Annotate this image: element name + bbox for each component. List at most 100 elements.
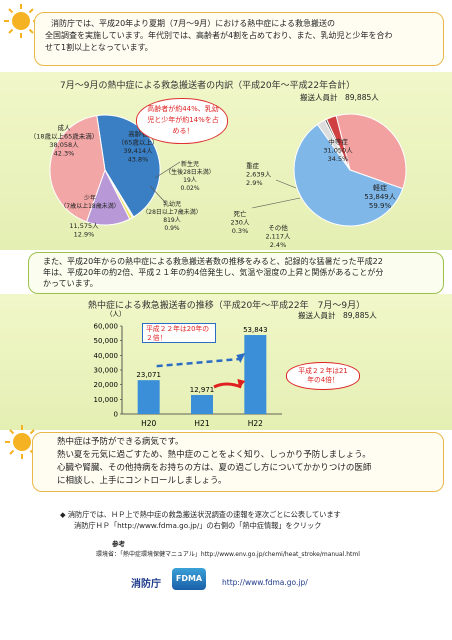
slice-label: 42.3% — [54, 150, 75, 158]
slice-label: 59.9% — [369, 202, 392, 210]
bar-title: 熱中症による救急搬送者の推移（平成20年～平成22年 7月～9月） — [88, 301, 366, 311]
pie-title: 7月～9月の熱中症による救急搬送者の内訳（平成20年～平成22年合計） — [60, 81, 356, 91]
footer-note-1-text: 消防庁では、ＨＰ上で熱中症の救急搬送状況調査の速報を逐次ごとに公表しています — [67, 510, 341, 519]
slice-label: 中等症 — [328, 137, 348, 146]
arrow-head — [236, 353, 246, 364]
y-unit-label: （人） — [106, 310, 126, 318]
pie-slice — [335, 113, 407, 190]
slice-label: （65歳以上） — [118, 138, 159, 147]
x-tick-label: H21 — [194, 419, 209, 428]
leader-line — [154, 161, 181, 179]
slice-label: 0.3% — [232, 227, 249, 235]
slice-label: 2,639人 — [246, 171, 272, 179]
pie-slice — [49, 115, 106, 223]
middle-line1: また、平成20年からの熱中症による救急搬送者数の推移をみると、記録的な猛暑だった… — [43, 257, 383, 266]
slice-label: 38,058人 — [49, 141, 79, 149]
pie-slice — [96, 114, 161, 218]
leader-line — [251, 197, 301, 209]
slice-label: 死亡 — [234, 209, 248, 218]
ref-line: 環境省：「熱中症環境保健マニュアル」http://www.env.go.jp/c… — [96, 551, 360, 558]
slice-label: 少年 — [84, 194, 96, 202]
slice-label: 0.9% — [164, 225, 180, 232]
arrow-head — [237, 379, 246, 389]
y-tick-label: 50,000 — [94, 337, 119, 345]
age-callout: 高齢者が約44%、乳幼児と少年が約14%を占める！ — [136, 98, 228, 144]
y-tick-label: 30,000 — [94, 367, 119, 375]
advice-line3: 心臓や腎臓、その他持病をお持ちの方は、夏の過ごし方についてかかりつけの医師 — [57, 463, 372, 473]
advice-line1: 熱中症は予防ができる病気です。 — [57, 437, 184, 447]
bar-callout-1: 平成２２年は20年の２倍！ — [142, 323, 216, 343]
footer-note-1: ◆ 消防庁では、ＨＰ上で熱中症の救急搬送状況調査の速報を逐次ごとに公表しています — [60, 510, 341, 519]
ref-heading: 参考 — [112, 540, 125, 548]
bar — [191, 394, 213, 414]
bar-chart: （人） 0 10,000 20,000 30,000 40,000 50,000 60,000… — [94, 310, 282, 428]
bar-value-label: 53,843 — [243, 326, 267, 334]
pie-slice — [325, 115, 351, 171]
slice-label: 2.4% — [270, 241, 287, 249]
slice-label: 重症 — [246, 161, 260, 170]
org-name: 消防庁 — [131, 579, 161, 590]
slice-label: 乳幼児 — [163, 200, 181, 208]
slice-label: 0.02% — [180, 185, 199, 192]
slice-label: 2,117人 — [265, 233, 291, 241]
intro-line3: せて1割以上となっています。 — [45, 43, 153, 52]
y-tick-label: 10,000 — [94, 396, 119, 404]
slice-label: 高齢者 — [128, 129, 148, 138]
bar-section — [0, 294, 452, 430]
slice-label: 2.9% — [246, 179, 263, 187]
middle-line3: かっています。 — [43, 279, 98, 288]
slice-label: （7歳以上18歳未満） — [60, 202, 119, 210]
slice-label: 43.8% — [128, 156, 149, 164]
slice-label: （28日以上7歳未満） — [142, 208, 201, 216]
bar-value-label: 12,971 — [190, 386, 215, 394]
slice-label: 34.5% — [328, 155, 349, 163]
slice-label: 成人 — [58, 123, 72, 132]
y-tick-label: 20,000 — [94, 381, 119, 389]
advice-box: 熱中症は予防ができる病気です。 熱い夏を元気に過ごすため、熱中症のことをよく知り… — [32, 432, 444, 492]
bar — [244, 335, 267, 414]
bar-callout-2-text: 平成２２年は21年の4倍！ — [298, 367, 348, 384]
slice-label: 819人 — [163, 217, 180, 224]
slice-label: 39,414人 — [123, 147, 153, 155]
advice-line4: に相談し、上手にコントロールしましょう。 — [57, 476, 227, 486]
trend-arrow-red — [213, 382, 242, 389]
slice-label: 19人 — [183, 177, 197, 184]
fdma-logo: FDMA — [172, 568, 206, 590]
trend-arrow-dashed — [156, 357, 240, 368]
severity-pie-chart: 中等症31,050人34.5%軽症53,849人59.9%その他2,117人2.… — [231, 113, 407, 249]
bar-total: 搬送人員計 89,885人 — [298, 311, 377, 320]
x-tick-label: H20 — [141, 419, 156, 428]
middle-box: また、平成20年からの熱中症による救急搬送者数の推移をみると、記録的な猛暑だった… — [28, 252, 444, 294]
advice-line2: 熱い夏を元気に過ごすため、熱中症のことをよく知り、しっかり予防しましょう。 — [57, 450, 371, 460]
slice-label: 11,575人 — [69, 222, 99, 230]
bar — [137, 380, 160, 414]
leader-line — [149, 185, 166, 203]
slice-label: 12.9% — [74, 231, 95, 239]
x-tick-label: H22 — [248, 419, 263, 428]
intro-line1: 消防庁では、平成20年より夏期（7月～9月）における熱中症による救急搬送の — [51, 19, 335, 28]
footer-url[interactable]: http://www.fdma.go.jp/ — [222, 578, 308, 587]
slice-label: 53,849人 — [364, 193, 396, 201]
y-tick-label: 60,000 — [94, 323, 119, 331]
y-tick-label: 40,000 — [94, 352, 119, 360]
pie-slice — [293, 123, 404, 227]
intro-box: 消防庁では、平成20年より夏期（7月～9月）における熱中症による救急搬送の 全国… — [34, 12, 444, 66]
slice-label: （18歳以上65歳未満） — [30, 132, 99, 141]
intro-line2: 全国調査を実施しています。年代別では、高齢者が4割を占めており、また、乳幼児と少… — [45, 31, 393, 40]
footer-note-2: 消防庁ＨＰ「http://www.fdma.go.jp/」の右側の「熱中症情報」… — [74, 521, 322, 530]
age-callout-text: 高齢者が約44%、乳幼児と少年が約14%を占める！ — [147, 105, 219, 135]
slice-label: 31,050人 — [323, 147, 353, 155]
pie-total: 搬送人員計 89,885人 — [300, 93, 379, 102]
bar-value-label: 23,071 — [136, 371, 161, 379]
middle-line2: 年は、平成20年の約2倍、平成２１年の約4倍発生し、気温や湿度の上昇と関係がある… — [43, 268, 384, 277]
bar-callout-2: 平成２２年は21年の4倍！ — [286, 362, 360, 390]
slice-label: その他 — [268, 223, 288, 232]
slice-label: 230人 — [231, 219, 250, 227]
slice-label: （生後28日未満） — [165, 168, 215, 176]
slice-label: 軽症 — [373, 183, 387, 192]
y-tick-label: 0 — [114, 411, 118, 419]
slice-label: 新生児 — [181, 160, 199, 168]
bar-callout-1-text: 平成２２年は20年の２倍！ — [146, 325, 210, 342]
